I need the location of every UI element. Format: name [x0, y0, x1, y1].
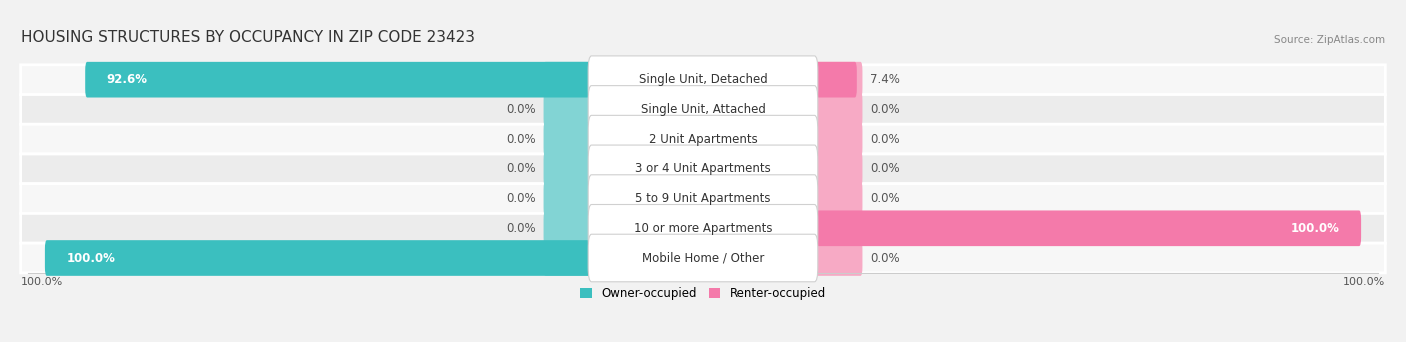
Text: Mobile Home / Other: Mobile Home / Other — [641, 251, 765, 264]
FancyBboxPatch shape — [86, 62, 593, 97]
FancyBboxPatch shape — [588, 175, 818, 222]
FancyBboxPatch shape — [813, 210, 862, 246]
Text: 0.0%: 0.0% — [870, 103, 900, 116]
FancyBboxPatch shape — [544, 92, 593, 127]
Text: HOUSING STRUCTURES BY OCCUPANCY IN ZIP CODE 23423: HOUSING STRUCTURES BY OCCUPANCY IN ZIP C… — [21, 30, 475, 45]
FancyBboxPatch shape — [544, 121, 593, 157]
FancyBboxPatch shape — [813, 62, 862, 97]
Text: 2 Unit Apartments: 2 Unit Apartments — [648, 133, 758, 146]
FancyBboxPatch shape — [21, 184, 1385, 213]
FancyBboxPatch shape — [813, 121, 862, 157]
Text: 0.0%: 0.0% — [506, 162, 536, 175]
Text: 0.0%: 0.0% — [870, 192, 900, 205]
FancyBboxPatch shape — [544, 62, 593, 97]
Text: 100.0%: 100.0% — [21, 277, 63, 287]
Text: 100.0%: 100.0% — [1291, 222, 1340, 235]
Text: Source: ZipAtlas.com: Source: ZipAtlas.com — [1274, 36, 1385, 45]
Legend: Owner-occupied, Renter-occupied: Owner-occupied, Renter-occupied — [575, 282, 831, 305]
Text: 100.0%: 100.0% — [1343, 277, 1385, 287]
FancyBboxPatch shape — [21, 65, 1385, 94]
FancyBboxPatch shape — [588, 86, 818, 133]
FancyBboxPatch shape — [813, 181, 862, 216]
FancyBboxPatch shape — [588, 115, 818, 163]
FancyBboxPatch shape — [813, 151, 862, 187]
FancyBboxPatch shape — [588, 56, 818, 104]
FancyBboxPatch shape — [588, 205, 818, 252]
Text: 0.0%: 0.0% — [506, 103, 536, 116]
FancyBboxPatch shape — [21, 124, 1385, 154]
FancyBboxPatch shape — [544, 240, 593, 276]
FancyBboxPatch shape — [544, 151, 593, 187]
Text: 0.0%: 0.0% — [870, 162, 900, 175]
FancyBboxPatch shape — [813, 210, 1361, 246]
FancyBboxPatch shape — [544, 210, 593, 246]
FancyBboxPatch shape — [21, 243, 1385, 273]
FancyBboxPatch shape — [21, 94, 1385, 124]
FancyBboxPatch shape — [544, 181, 593, 216]
FancyBboxPatch shape — [45, 240, 593, 276]
FancyBboxPatch shape — [813, 92, 862, 127]
FancyBboxPatch shape — [588, 234, 818, 282]
Text: 0.0%: 0.0% — [506, 192, 536, 205]
Text: 0.0%: 0.0% — [870, 133, 900, 146]
Text: 10 or more Apartments: 10 or more Apartments — [634, 222, 772, 235]
Text: 7.4%: 7.4% — [870, 73, 900, 86]
Text: 0.0%: 0.0% — [506, 133, 536, 146]
Text: Single Unit, Detached: Single Unit, Detached — [638, 73, 768, 86]
FancyBboxPatch shape — [21, 213, 1385, 243]
Text: 0.0%: 0.0% — [506, 222, 536, 235]
FancyBboxPatch shape — [813, 240, 862, 276]
Text: 92.6%: 92.6% — [107, 73, 148, 86]
Text: 100.0%: 100.0% — [66, 251, 115, 264]
Text: 3 or 4 Unit Apartments: 3 or 4 Unit Apartments — [636, 162, 770, 175]
FancyBboxPatch shape — [588, 145, 818, 193]
FancyBboxPatch shape — [813, 62, 856, 97]
Text: 5 to 9 Unit Apartments: 5 to 9 Unit Apartments — [636, 192, 770, 205]
Text: Single Unit, Attached: Single Unit, Attached — [641, 103, 765, 116]
FancyBboxPatch shape — [21, 154, 1385, 184]
Text: 0.0%: 0.0% — [870, 251, 900, 264]
